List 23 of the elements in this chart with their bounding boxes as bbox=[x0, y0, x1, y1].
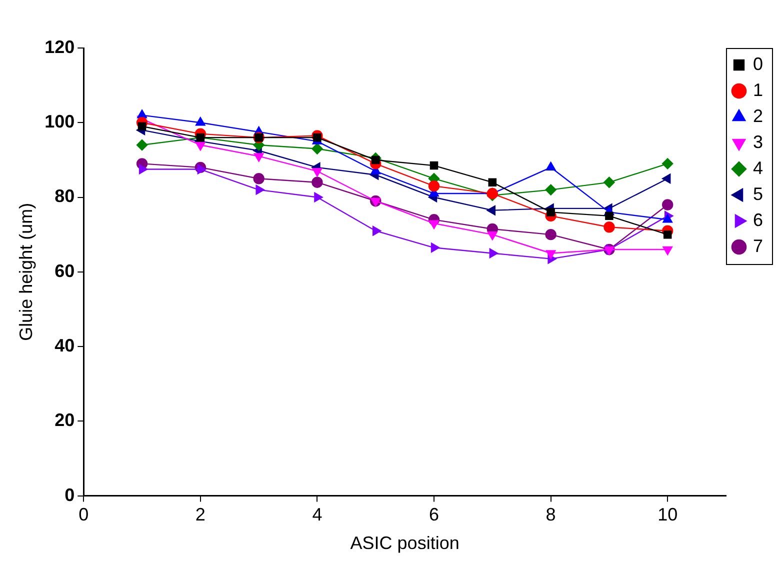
x-tick-label: 10 bbox=[658, 504, 678, 525]
y-tick-label: 40 bbox=[54, 336, 75, 356]
x-tick-label: 4 bbox=[312, 504, 322, 525]
legend-label: 1 bbox=[752, 80, 764, 100]
y-tick-label: 80 bbox=[54, 186, 75, 206]
y-tick-label: 120 bbox=[44, 36, 75, 57]
x-axis-title: ASIC position bbox=[350, 533, 460, 554]
legend-label: 6 bbox=[752, 210, 764, 230]
legend-label: 0 bbox=[752, 54, 764, 74]
y-tick-label: 0 bbox=[64, 484, 75, 505]
legend-label: 5 bbox=[752, 184, 764, 204]
legend-label: 4 bbox=[752, 158, 764, 178]
x-tick-label: 0 bbox=[78, 504, 89, 525]
y-tick-label: 60 bbox=[54, 260, 75, 281]
y-tick-label: 20 bbox=[54, 410, 75, 430]
y-tick-label: 100 bbox=[44, 112, 75, 132]
y-axis-title: Gluie height (um) bbox=[16, 202, 36, 341]
legend-label: 2 bbox=[752, 106, 764, 126]
x-tick-label: 8 bbox=[546, 504, 556, 525]
legend-label: 3 bbox=[752, 132, 764, 152]
legend-label: 7 bbox=[752, 236, 764, 256]
x-tick-label: 6 bbox=[429, 504, 440, 525]
x-tick-label: 2 bbox=[195, 504, 206, 525]
